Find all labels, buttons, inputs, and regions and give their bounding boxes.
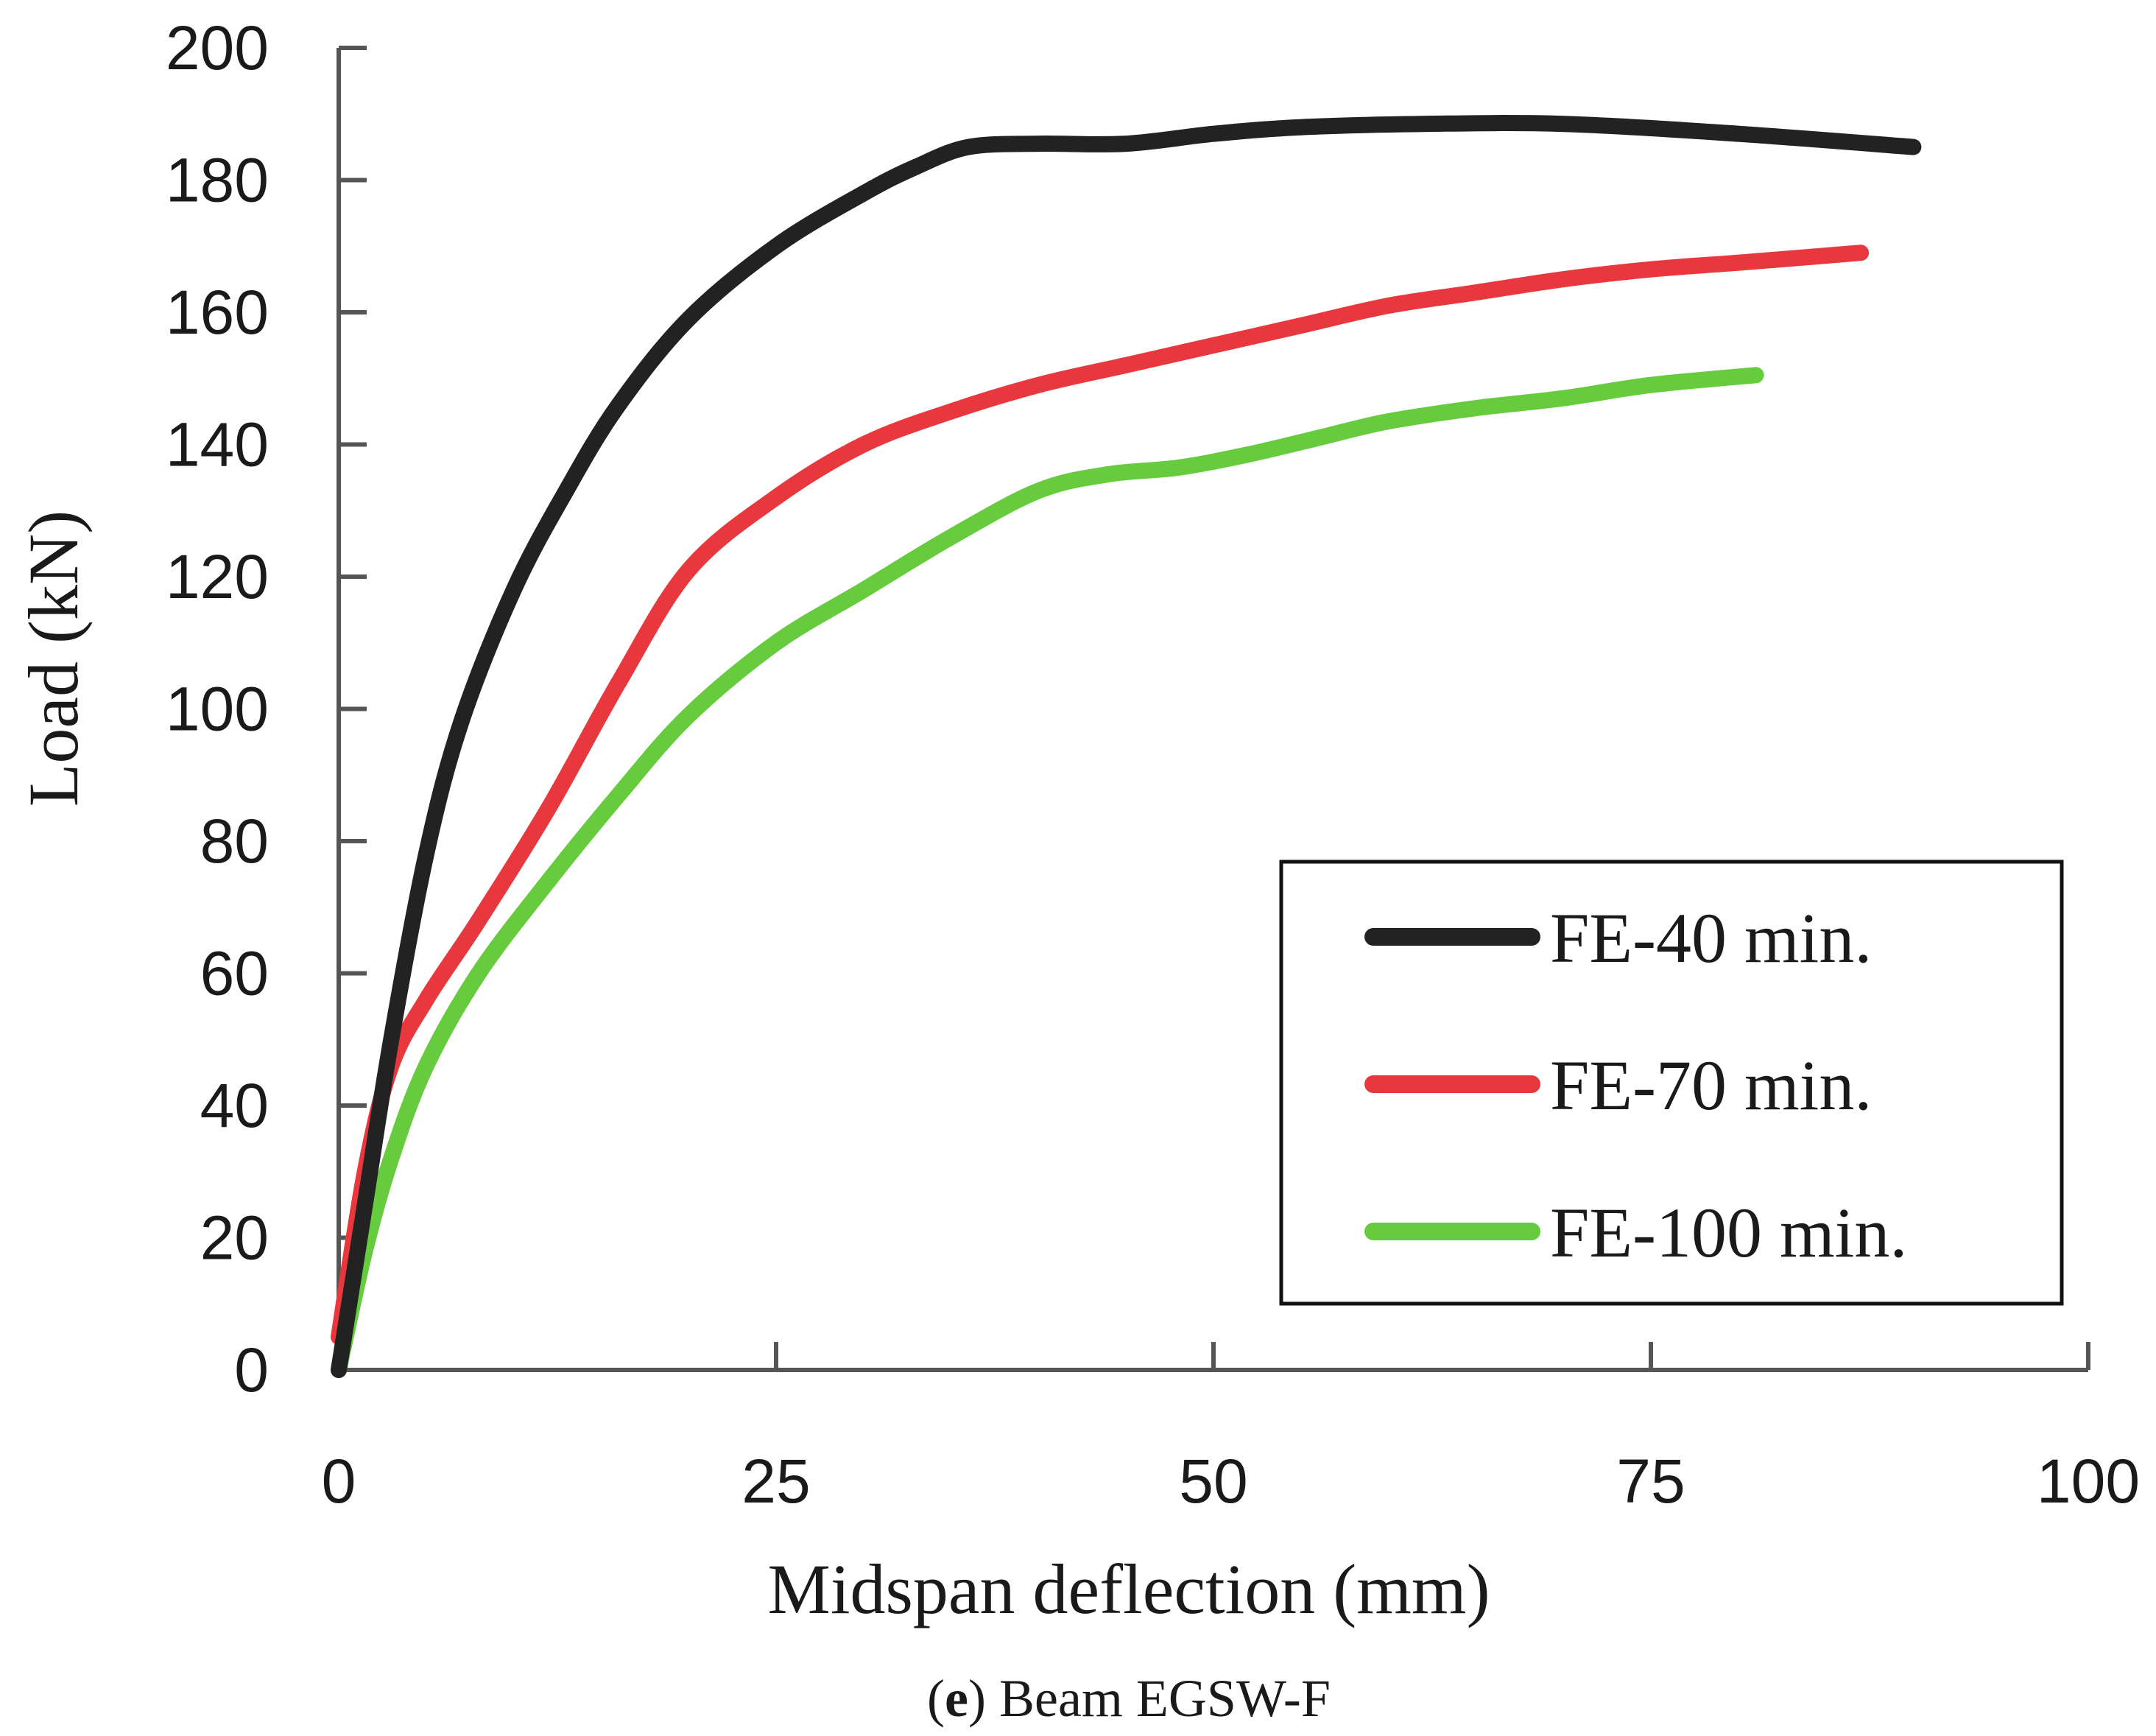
caption-open-paren: ( [927, 1669, 945, 1728]
x-axis-title: Midspan deflection (mm) [767, 1550, 1490, 1628]
legend-label-fe-40-min: FE-40 min. [1550, 899, 1872, 977]
y-tick-label: 60 [200, 939, 269, 1008]
caption-close-paren: ) [968, 1669, 986, 1728]
y-tick-label: 100 [166, 675, 269, 744]
y-tick-label: 140 [166, 410, 269, 479]
y-tick-label: 160 [166, 278, 269, 347]
x-tick-label: 100 [2037, 1447, 2140, 1516]
y-tick-label: 20 [200, 1203, 269, 1273]
y-tick-label: 180 [166, 146, 269, 215]
y-tick-label: 200 [166, 13, 269, 82]
x-tick-label: 75 [1616, 1447, 1685, 1516]
x-tick-label: 50 [1179, 1447, 1247, 1516]
legend-label-fe-100-min: FE-100 min. [1550, 1193, 1907, 1272]
axes: 0 20 40 60 80 100 120 140 160 180 200 0 25 50 75 100 [166, 13, 2140, 1516]
series-lines [331, 115, 1922, 1378]
figure-caption: (e) Beam EGSW-F [927, 1669, 1331, 1728]
x-tick-label: 25 [741, 1447, 810, 1516]
caption-text: Beam EGSW-F [986, 1669, 1331, 1728]
y-tick-label: 0 [234, 1335, 269, 1405]
legend-label-fe-70-min: FE-70 min. [1550, 1046, 1872, 1125]
caption-label: e [945, 1669, 968, 1728]
series-line-fe-70-min [331, 245, 1870, 1346]
x-tick-label: 0 [322, 1447, 356, 1516]
series-line-fe-40-min [331, 115, 1922, 1378]
series-line-fe-100-min [331, 367, 1764, 1378]
y-axis-title: Load (kN) [14, 510, 93, 807]
legend: FE-40 min. FE-70 min. FE-100 min. [1279, 860, 2064, 1306]
y-tick-label: 40 [200, 1071, 269, 1140]
y-tick-label: 80 [200, 806, 269, 876]
y-tick-label: 120 [166, 542, 269, 611]
